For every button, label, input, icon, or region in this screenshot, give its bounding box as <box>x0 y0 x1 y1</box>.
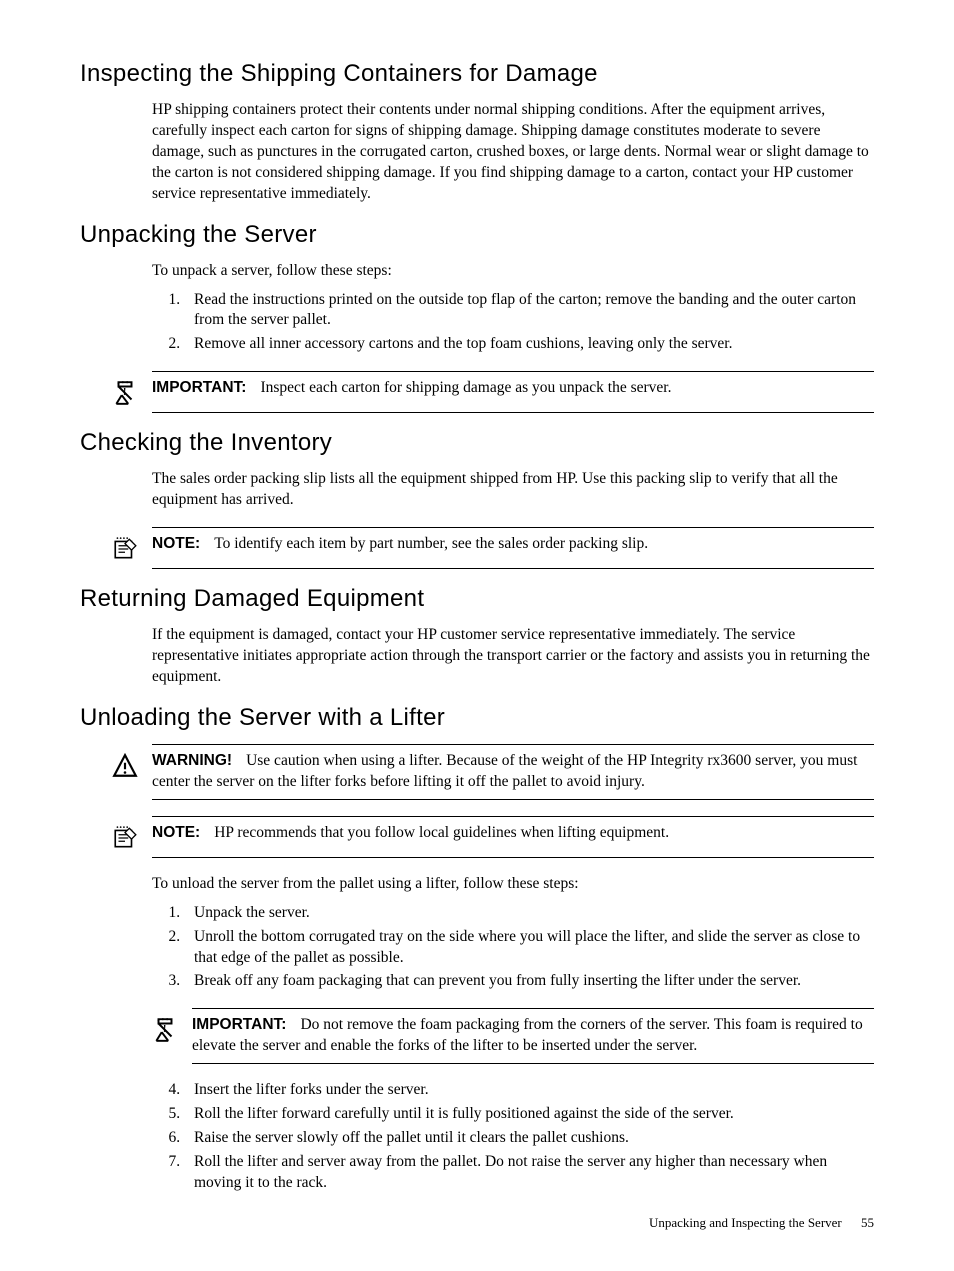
important-icon: ! <box>112 378 142 406</box>
list-item: Insert the lifter forks under the server… <box>184 1080 874 1101</box>
section-checking: Checking the Inventory The sales order p… <box>80 429 874 569</box>
rule <box>152 799 874 800</box>
intro-unloading: To unload the server from the pallet usi… <box>152 874 874 895</box>
warning-callout: WARNING!Use caution when using a lifter.… <box>112 744 874 800</box>
warning-icon <box>112 751 142 779</box>
body-checking: The sales order packing slip lists all t… <box>152 469 874 511</box>
list-item: Unpack the server. <box>184 903 874 924</box>
page-footer: Unpacking and Inspecting the Server 55 <box>649 1215 874 1231</box>
section-inspecting: Inspecting the Shipping Containers for D… <box>80 60 874 205</box>
heading-unpacking: Unpacking the Server <box>80 221 874 249</box>
note-callout: NOTE: HP recommends that you follow local… <box>112 816 874 858</box>
steps-unpacking: Read the instructions printed on the out… <box>152 290 874 356</box>
list-item: Roll the lifter and server away from the… <box>184 1152 874 1194</box>
rule <box>152 857 874 858</box>
list-item: Remove all inner accessory cartons and t… <box>184 334 874 355</box>
note-body: HP recommends that you follow local guid… <box>214 824 669 841</box>
steps-unloading-b: Insert the lifter forks under the server… <box>152 1080 874 1194</box>
note-icon <box>112 823 142 851</box>
important-callout: ! IMPORTANT:Do not remove the foam packa… <box>152 1008 874 1064</box>
note-icon <box>112 534 142 562</box>
section-returning: Returning Damaged Equipment If the equip… <box>80 585 874 688</box>
steps-unloading-a: Unpack the server. Unroll the bottom cor… <box>152 903 874 993</box>
intro-unpacking: To unpack a server, follow these steps: <box>152 261 874 282</box>
callout-text: NOTE: HP recommends that you follow local… <box>152 823 874 844</box>
important-body: Inspect each carton for shipping damage … <box>260 379 671 396</box>
callout-text: NOTE: To identify each item by part numbe… <box>152 534 874 555</box>
section-unloading: Unloading the Server with a Lifter WARNI… <box>80 704 874 1194</box>
warning-label: WARNING! <box>152 752 232 769</box>
list-item: Unroll the bottom corrugated tray on the… <box>184 927 874 969</box>
note-label: NOTE: <box>152 535 200 552</box>
note-callout: NOTE: To identify each item by part numbe… <box>112 527 874 569</box>
important-icon: ! <box>152 1015 182 1043</box>
note-body: To identify each item by part number, se… <box>214 535 648 552</box>
important-callout: ! IMPORTANT: Inspect each carton for ship… <box>112 371 874 413</box>
heading-checking: Checking the Inventory <box>80 429 874 457</box>
heading-inspecting: Inspecting the Shipping Containers for D… <box>80 60 874 88</box>
page-number: 55 <box>861 1215 874 1230</box>
rule <box>152 412 874 413</box>
warning-body: Use caution when using a lifter. Because… <box>152 752 857 790</box>
important-label: IMPORTANT: <box>192 1016 286 1033</box>
note-label: NOTE: <box>152 824 200 841</box>
callout-text: IMPORTANT: Inspect each carton for shippi… <box>152 378 874 399</box>
body-inspecting: HP shipping containers protect their con… <box>152 100 874 205</box>
rule <box>192 1063 874 1064</box>
important-label: IMPORTANT: <box>152 379 246 396</box>
list-item: Read the instructions printed on the out… <box>184 290 874 332</box>
svg-text:!: ! <box>163 1024 167 1036</box>
footer-text: Unpacking and Inspecting the Server <box>649 1215 842 1230</box>
section-unpacking: Unpacking the Server To unpack a server,… <box>80 221 874 414</box>
body-returning: If the equipment is damaged, contact you… <box>152 625 874 688</box>
heading-returning: Returning Damaged Equipment <box>80 585 874 613</box>
important-body: Do not remove the foam packaging from th… <box>192 1016 863 1054</box>
callout-text: WARNING!Use caution when using a lifter.… <box>152 751 874 793</box>
heading-unloading: Unloading the Server with a Lifter <box>80 704 874 732</box>
list-item: Break off any foam packaging that can pr… <box>184 971 874 992</box>
list-item: Roll the lifter forward carefully until … <box>184 1104 874 1125</box>
callout-text: IMPORTANT:Do not remove the foam packagi… <box>192 1015 874 1057</box>
svg-text:!: ! <box>123 386 127 398</box>
list-item: Raise the server slowly off the pallet u… <box>184 1128 874 1149</box>
rule <box>152 568 874 569</box>
